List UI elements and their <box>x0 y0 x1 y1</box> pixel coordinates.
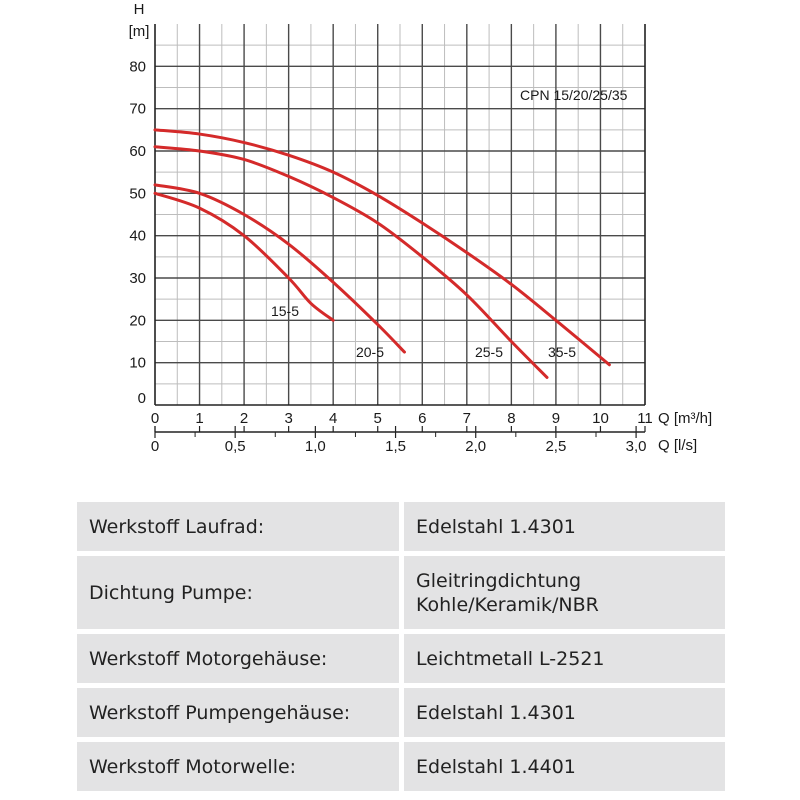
spec-row-motorwelle: Werkstoff Motorwelle: Edelstahl 1.4401 <box>77 742 725 791</box>
spec-label: Werkstoff Laufrad: <box>77 502 404 551</box>
spec-row-dichtung: Dichtung Pumpe: Gleitringdichtung Kohle/K… <box>77 556 725 629</box>
y-tick-label: 80 <box>129 58 146 75</box>
spec-label: Werkstoff Motorgehäuse: <box>77 634 404 683</box>
x-tick-label: 11 <box>637 410 653 427</box>
y-tick-label: 70 <box>129 101 146 118</box>
spec-value-line: Edelstahl 1.4301 <box>416 515 576 538</box>
spec-label: Werkstoff Motorwelle: <box>77 742 404 791</box>
curve-35-5 <box>153 128 611 367</box>
x-axis-label: Q [m³/h] <box>658 410 712 427</box>
spec-value-line: Gleitringdichtung <box>416 569 582 592</box>
curve-15-5 <box>153 191 335 322</box>
secondary-tick-label: 0 <box>151 438 159 455</box>
x-tick-label: 1 <box>195 410 203 427</box>
y-tick-label: 20 <box>129 312 146 329</box>
x-tick-label: 8 <box>507 410 515 427</box>
spec-value-line: Edelstahl 1.4401 <box>416 755 576 778</box>
spec-row-pumpengehaeuse: Werkstoff Pumpengehäuse: Edelstahl 1.430… <box>77 688 725 737</box>
curve-label-15-5: 15-5 <box>271 303 299 319</box>
x-tick-label: 2 <box>240 410 248 427</box>
secondary-tick-label: 2,5 <box>545 438 566 455</box>
x-tick-label: 5 <box>374 410 382 427</box>
secondary-tick-label: 1,5 <box>385 438 406 455</box>
x-tick-label: 6 <box>418 410 426 427</box>
spec-table: Werkstoff Laufrad: Edelstahl 1.4301 Dich… <box>77 497 725 796</box>
spec-label: Dichtung Pumpe: <box>77 556 404 629</box>
spec-value-line: Edelstahl 1.4301 <box>416 701 576 724</box>
x-tick-label: 0 <box>151 410 159 427</box>
x-tick-label: 7 <box>463 410 471 427</box>
spec-value: Edelstahl 1.4301 <box>404 688 725 737</box>
pump-curve-chart: 0 10 20 30 40 50 60 70 80 H [m] 0 1 2 3 4 5 6 7 8 9 10 11 Q [m³… <box>129 1 713 455</box>
y-axis-label: H <box>134 1 145 18</box>
spec-value: Edelstahl 1.4401 <box>404 742 725 791</box>
y-tick-label: 10 <box>129 355 146 372</box>
x-tick-label: 9 <box>552 410 560 427</box>
spec-row-laufrad: Werkstoff Laufrad: Edelstahl 1.4301 <box>77 502 725 551</box>
spec-label: Werkstoff Pumpengehäuse: <box>77 688 404 737</box>
spec-row-motorgehaeuse: Werkstoff Motorgehäuse: Leichtmetall L-2… <box>77 634 725 683</box>
y-tick-label: 0 <box>138 390 146 407</box>
curve-25-5 <box>153 145 549 379</box>
secondary-tick-label: 3,0 <box>626 438 647 455</box>
spec-value: Leichtmetall L-2521 <box>404 634 725 683</box>
secondary-tick-label: 2,0 <box>465 438 486 455</box>
spec-value-line: Kohle/Keramik/NBR <box>416 593 599 616</box>
secondary-tick-label: 0,5 <box>225 438 246 455</box>
curve-label-20-5: 20-5 <box>356 344 384 360</box>
curve-label-35-5: 35-5 <box>548 344 576 360</box>
spec-value-line: Leichtmetall L-2521 <box>416 647 605 670</box>
spec-value: Edelstahl 1.4301 <box>404 502 725 551</box>
y-tick-label: 40 <box>129 228 146 245</box>
chart-title: CPN 15/20/25/35 <box>520 87 628 103</box>
y-tick-label: 30 <box>129 270 146 287</box>
secondary-axis-label: Q [l/s] <box>658 437 697 454</box>
curve-label-25-5: 25-5 <box>475 344 503 360</box>
secondary-tick-label: 1,0 <box>305 438 326 455</box>
x-tick-label: 10 <box>592 410 609 427</box>
x-tick-label: 3 <box>284 410 292 427</box>
y-tick-label: 60 <box>129 143 146 160</box>
y-axis-unit: [m] <box>129 23 150 40</box>
x-tick-label: 4 <box>329 410 337 427</box>
spec-value: Gleitringdichtung Kohle/Keramik/NBR <box>404 556 725 629</box>
curve-20-5 <box>153 183 406 354</box>
y-tick-label: 50 <box>129 185 146 202</box>
